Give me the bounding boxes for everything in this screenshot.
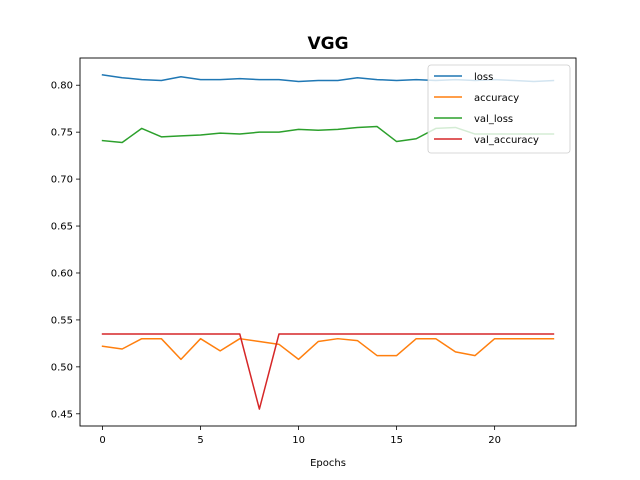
x-tick-label: 0 — [99, 435, 105, 446]
x-tick-label: 20 — [488, 435, 501, 446]
y-tick-label: 0.45 — [51, 409, 73, 420]
legend-label-accuracy: accuracy — [474, 93, 519, 104]
legend-entries: loss accuracy val_loss val_accuracy — [434, 72, 539, 146]
y-tick-label: 0.60 — [51, 268, 73, 279]
y-axis-ticks: 0.45 0.50 0.55 0.60 0.65 0.70 0.75 0.80 — [51, 81, 80, 420]
series-line-val-accuracy — [101, 333, 555, 410]
x-tick-label: 5 — [197, 435, 203, 446]
x-tick-label: 15 — [390, 435, 403, 446]
y-tick-label: 0.50 — [51, 362, 73, 373]
legend-label-loss: loss — [474, 72, 493, 83]
y-tick-label: 0.80 — [51, 81, 73, 92]
legend: loss accuracy val_loss val_accuracy — [427, 64, 571, 154]
y-tick-label: 0.75 — [51, 128, 73, 139]
x-tick-label: 10 — [292, 435, 305, 446]
y-tick-label: 0.70 — [51, 175, 73, 186]
chart-title: VGG — [307, 34, 348, 54]
legend-box — [427, 64, 571, 154]
legend-label-val-accuracy: val_accuracy — [474, 135, 539, 146]
y-tick-label: 0.65 — [51, 222, 73, 233]
legend-label-val-loss: val_loss — [474, 114, 513, 125]
plot-area-frame — [79, 57, 577, 427]
y-tick-label: 0.55 — [51, 315, 73, 326]
x-axis-label: Epochs — [310, 458, 346, 469]
series-line-accuracy — [101, 337, 555, 361]
x-axis-ticks: 0 5 10 15 20 — [99, 426, 501, 446]
